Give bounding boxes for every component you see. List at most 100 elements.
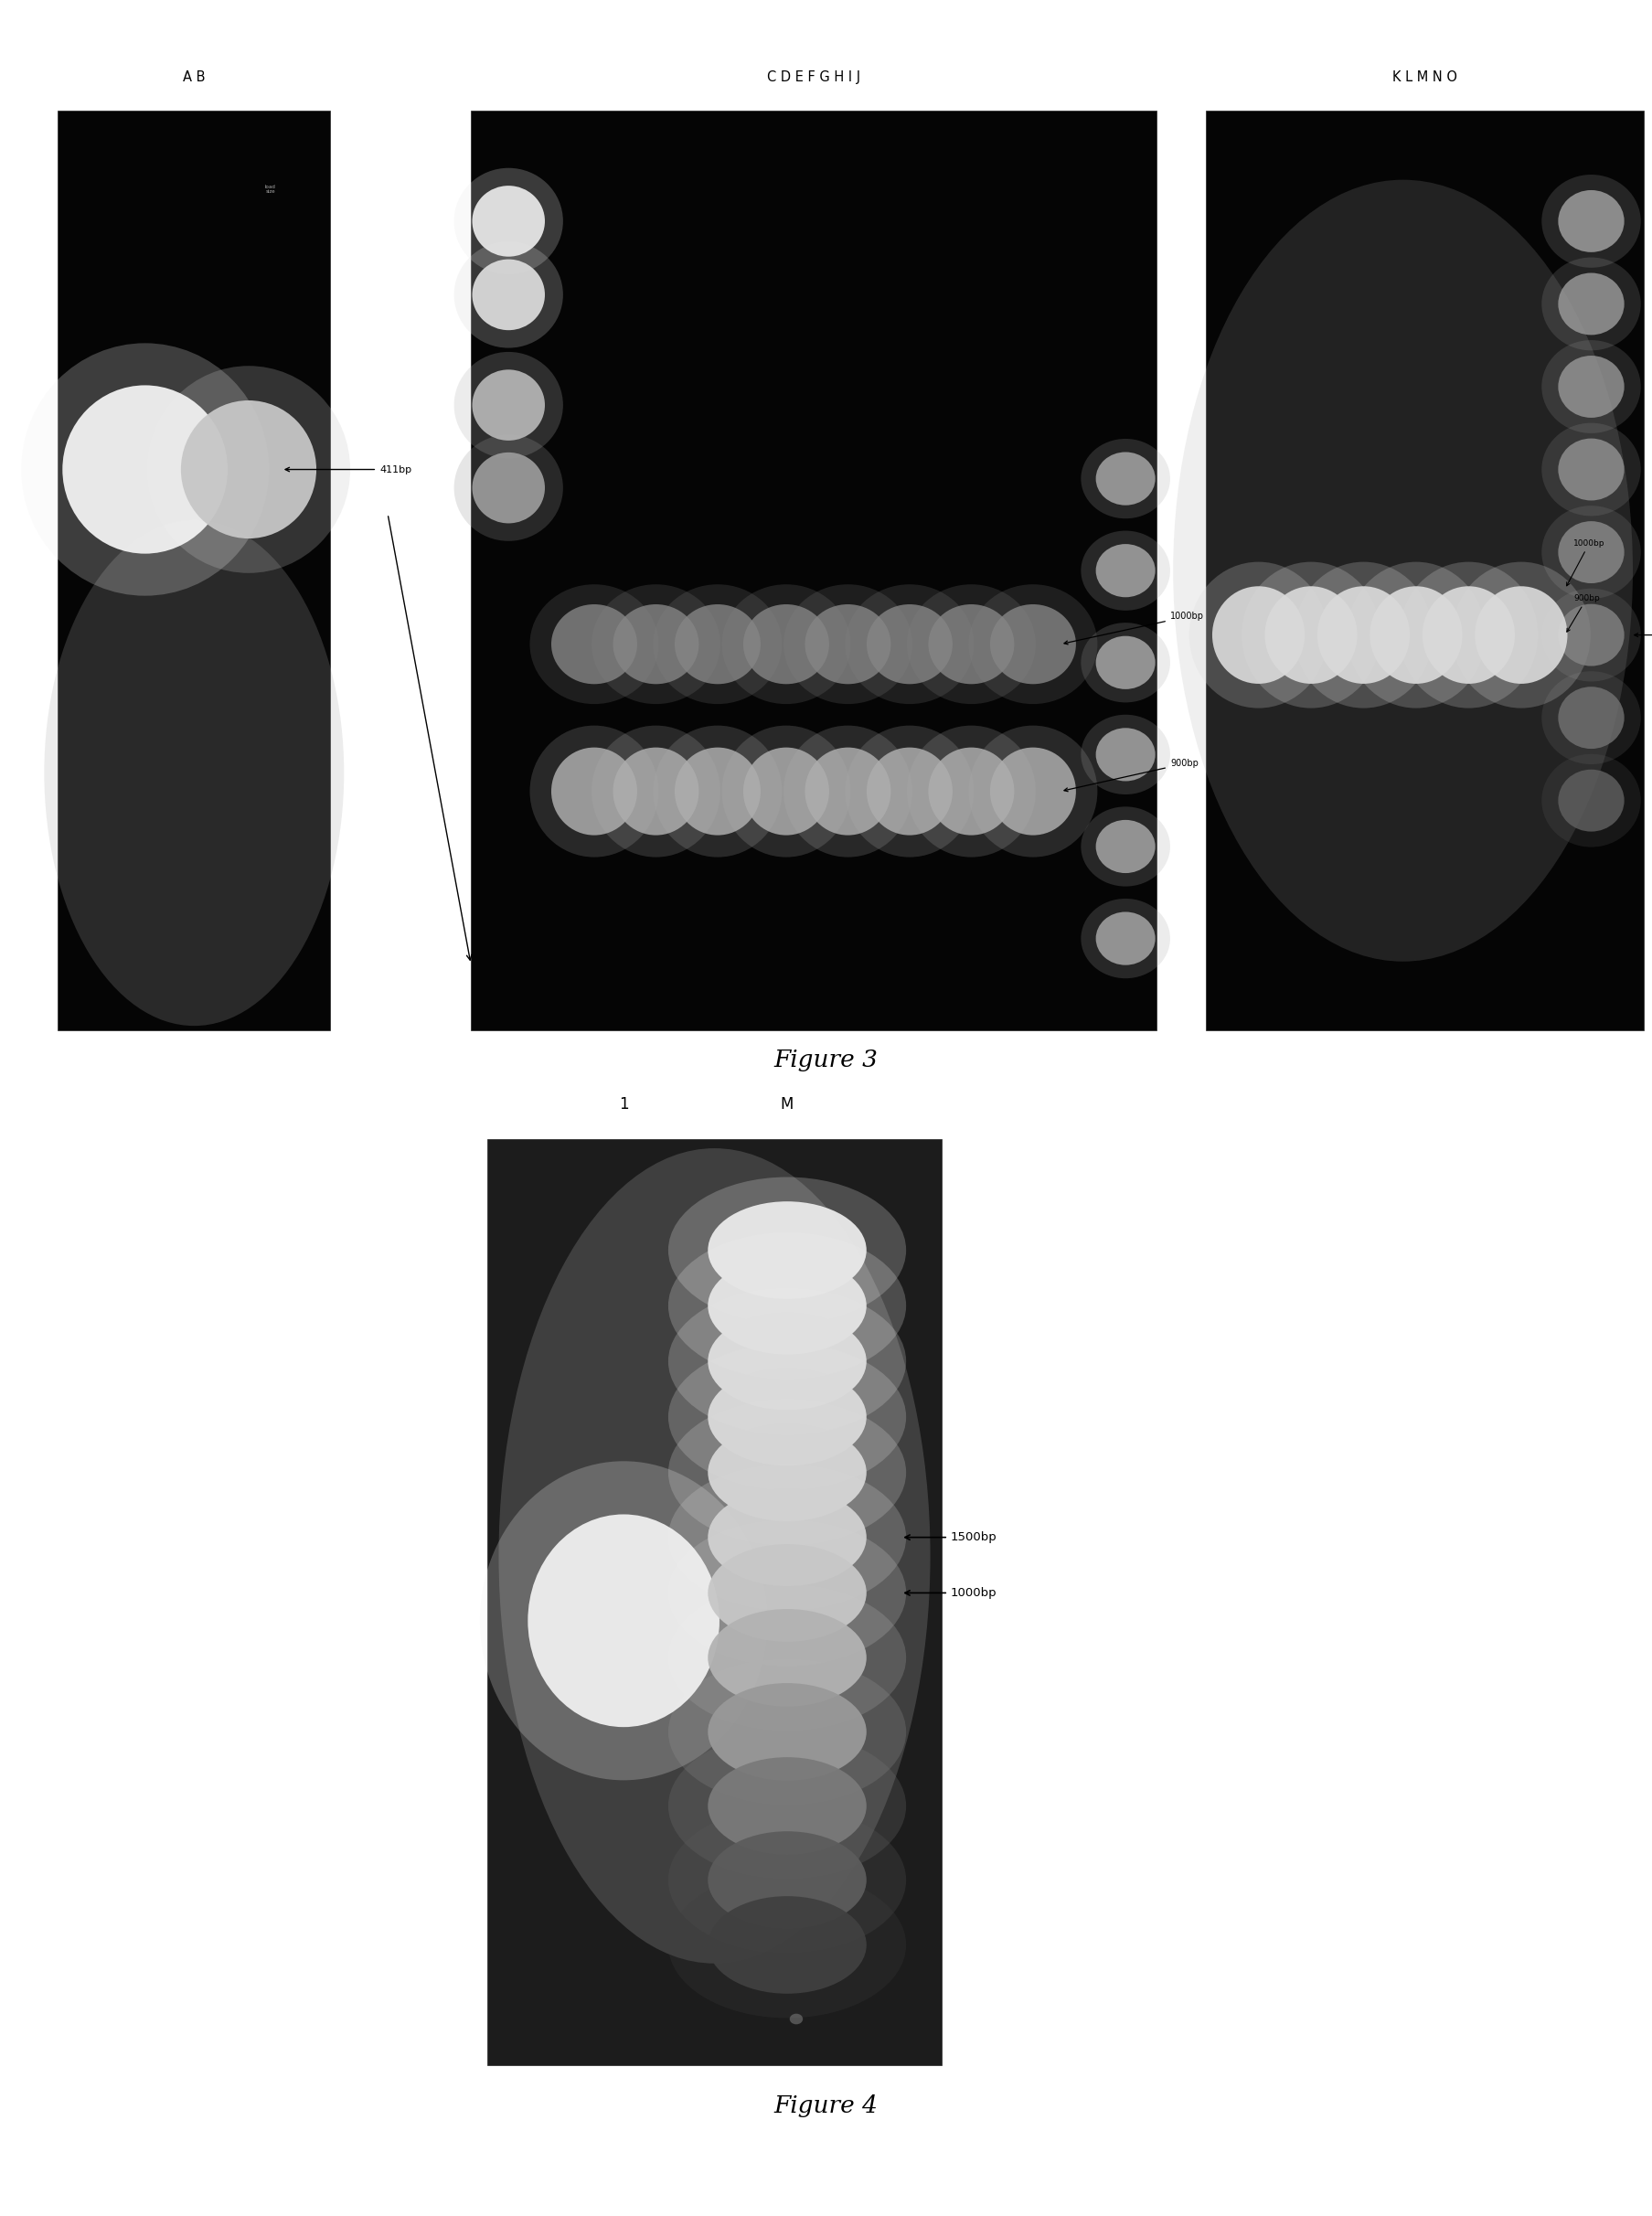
Ellipse shape: [1541, 423, 1640, 516]
Bar: [487, 1139, 942, 2065]
Ellipse shape: [674, 747, 760, 835]
Ellipse shape: [707, 1757, 866, 1855]
Ellipse shape: [1242, 563, 1381, 709]
Ellipse shape: [1213, 587, 1305, 685]
Ellipse shape: [667, 1232, 907, 1378]
Text: Figure 3: Figure 3: [773, 1048, 879, 1070]
Ellipse shape: [591, 585, 720, 705]
Ellipse shape: [1475, 587, 1568, 685]
Ellipse shape: [591, 725, 720, 858]
Ellipse shape: [613, 747, 699, 835]
Ellipse shape: [1558, 273, 1624, 335]
Ellipse shape: [667, 1343, 907, 1489]
Ellipse shape: [1370, 587, 1462, 685]
Text: Figure 4: Figure 4: [773, 2094, 879, 2116]
Ellipse shape: [1294, 563, 1432, 709]
Ellipse shape: [1541, 753, 1640, 847]
Ellipse shape: [667, 1660, 907, 1806]
Ellipse shape: [613, 605, 699, 685]
Ellipse shape: [1558, 521, 1624, 583]
Ellipse shape: [1541, 589, 1640, 683]
Ellipse shape: [707, 1545, 866, 1642]
Text: 1000bp: 1000bp: [905, 1587, 998, 1600]
Bar: [58, 111, 330, 1030]
Ellipse shape: [530, 725, 659, 858]
Ellipse shape: [846, 585, 975, 705]
Ellipse shape: [867, 747, 953, 835]
Ellipse shape: [805, 747, 890, 835]
Ellipse shape: [1080, 897, 1170, 979]
Ellipse shape: [667, 1287, 907, 1434]
Ellipse shape: [1541, 175, 1640, 268]
Ellipse shape: [1558, 769, 1624, 831]
Ellipse shape: [707, 1256, 866, 1354]
Ellipse shape: [45, 521, 344, 1026]
Text: A B: A B: [183, 71, 205, 84]
Ellipse shape: [529, 1514, 720, 1726]
Ellipse shape: [454, 352, 563, 459]
Ellipse shape: [1541, 339, 1640, 434]
Ellipse shape: [707, 1684, 866, 1782]
Ellipse shape: [147, 366, 350, 574]
Bar: [471, 111, 1156, 1030]
Ellipse shape: [1095, 452, 1155, 505]
Ellipse shape: [1265, 587, 1358, 685]
Ellipse shape: [1452, 563, 1591, 709]
Ellipse shape: [707, 1367, 866, 1465]
Ellipse shape: [530, 585, 659, 705]
Ellipse shape: [1541, 257, 1640, 350]
Ellipse shape: [63, 386, 228, 554]
Ellipse shape: [707, 1201, 866, 1299]
Ellipse shape: [667, 1584, 907, 1731]
Ellipse shape: [1080, 439, 1170, 519]
Ellipse shape: [472, 186, 545, 257]
Text: 1000bp: 1000bp: [1566, 538, 1606, 585]
Ellipse shape: [472, 259, 545, 330]
Ellipse shape: [867, 605, 953, 685]
Text: 1500bp: 1500bp: [905, 1531, 998, 1542]
Ellipse shape: [21, 343, 269, 596]
Ellipse shape: [1095, 727, 1155, 782]
Ellipse shape: [180, 401, 316, 538]
Ellipse shape: [1541, 671, 1640, 765]
Ellipse shape: [1346, 563, 1485, 709]
Ellipse shape: [1558, 357, 1624, 417]
Ellipse shape: [1399, 563, 1538, 709]
Ellipse shape: [499, 1148, 930, 1963]
Ellipse shape: [1095, 636, 1155, 689]
Ellipse shape: [1558, 687, 1624, 749]
Ellipse shape: [846, 725, 975, 858]
Ellipse shape: [928, 747, 1014, 835]
Ellipse shape: [783, 725, 912, 858]
Ellipse shape: [1189, 563, 1328, 709]
Ellipse shape: [707, 1423, 866, 1520]
Text: M: M: [781, 1097, 793, 1112]
Ellipse shape: [1558, 439, 1624, 501]
Ellipse shape: [990, 605, 1075, 685]
Ellipse shape: [667, 1520, 907, 1666]
Ellipse shape: [968, 725, 1097, 858]
Ellipse shape: [1095, 913, 1155, 966]
Text: load
size: load size: [264, 184, 276, 195]
Ellipse shape: [1095, 820, 1155, 873]
Text: C D E F G H I J: C D E F G H I J: [767, 71, 861, 84]
Ellipse shape: [707, 1489, 866, 1587]
Ellipse shape: [907, 585, 1036, 705]
Ellipse shape: [552, 605, 638, 685]
Ellipse shape: [783, 585, 912, 705]
Ellipse shape: [481, 1460, 767, 1779]
Ellipse shape: [1080, 530, 1170, 609]
Ellipse shape: [928, 605, 1014, 685]
Text: 925bp: 925bp: [1634, 629, 1652, 640]
Ellipse shape: [707, 1312, 866, 1409]
Text: 900bp: 900bp: [1566, 594, 1601, 632]
Ellipse shape: [707, 1609, 866, 1706]
Ellipse shape: [472, 370, 545, 441]
Text: 1000bp: 1000bp: [1064, 612, 1204, 645]
Ellipse shape: [667, 1465, 907, 1611]
Ellipse shape: [743, 747, 829, 835]
Ellipse shape: [1173, 179, 1632, 962]
Ellipse shape: [707, 1897, 866, 1994]
Ellipse shape: [968, 585, 1097, 705]
Ellipse shape: [653, 585, 781, 705]
